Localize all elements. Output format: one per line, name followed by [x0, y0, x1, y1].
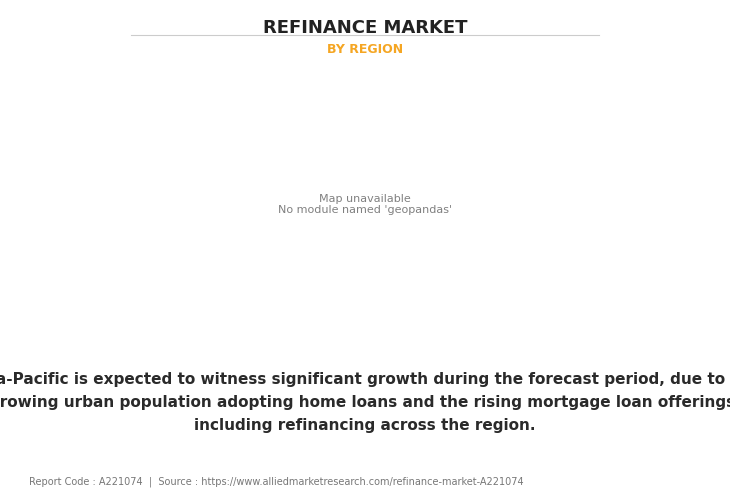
Text: BY REGION: BY REGION	[327, 43, 403, 56]
Text: Report Code : A221074  |  Source : https://www.alliedmarketresearch.com/refinanc: Report Code : A221074 | Source : https:/…	[29, 476, 524, 487]
Text: Asia-Pacific is expected to witness significant growth during the forecast perio: Asia-Pacific is expected to witness sign…	[0, 372, 730, 433]
Text: Map unavailable
No module named 'geopandas': Map unavailable No module named 'geopand…	[278, 194, 452, 215]
Text: REFINANCE MARKET: REFINANCE MARKET	[263, 19, 467, 37]
